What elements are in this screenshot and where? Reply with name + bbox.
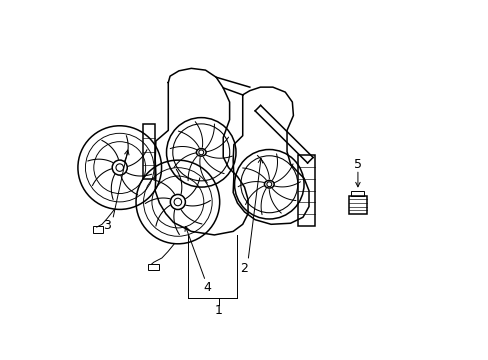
Bar: [93, 226, 103, 233]
Bar: [297, 155, 314, 226]
Ellipse shape: [264, 180, 274, 188]
Text: 4: 4: [203, 280, 211, 293]
Bar: [351, 191, 364, 196]
Text: 1: 1: [215, 304, 223, 317]
Text: 2: 2: [239, 262, 247, 275]
Text: 5: 5: [353, 158, 361, 171]
Bar: [142, 124, 155, 179]
Bar: [348, 196, 366, 214]
Bar: [148, 264, 159, 270]
Ellipse shape: [196, 149, 206, 156]
Text: 3: 3: [103, 219, 111, 232]
